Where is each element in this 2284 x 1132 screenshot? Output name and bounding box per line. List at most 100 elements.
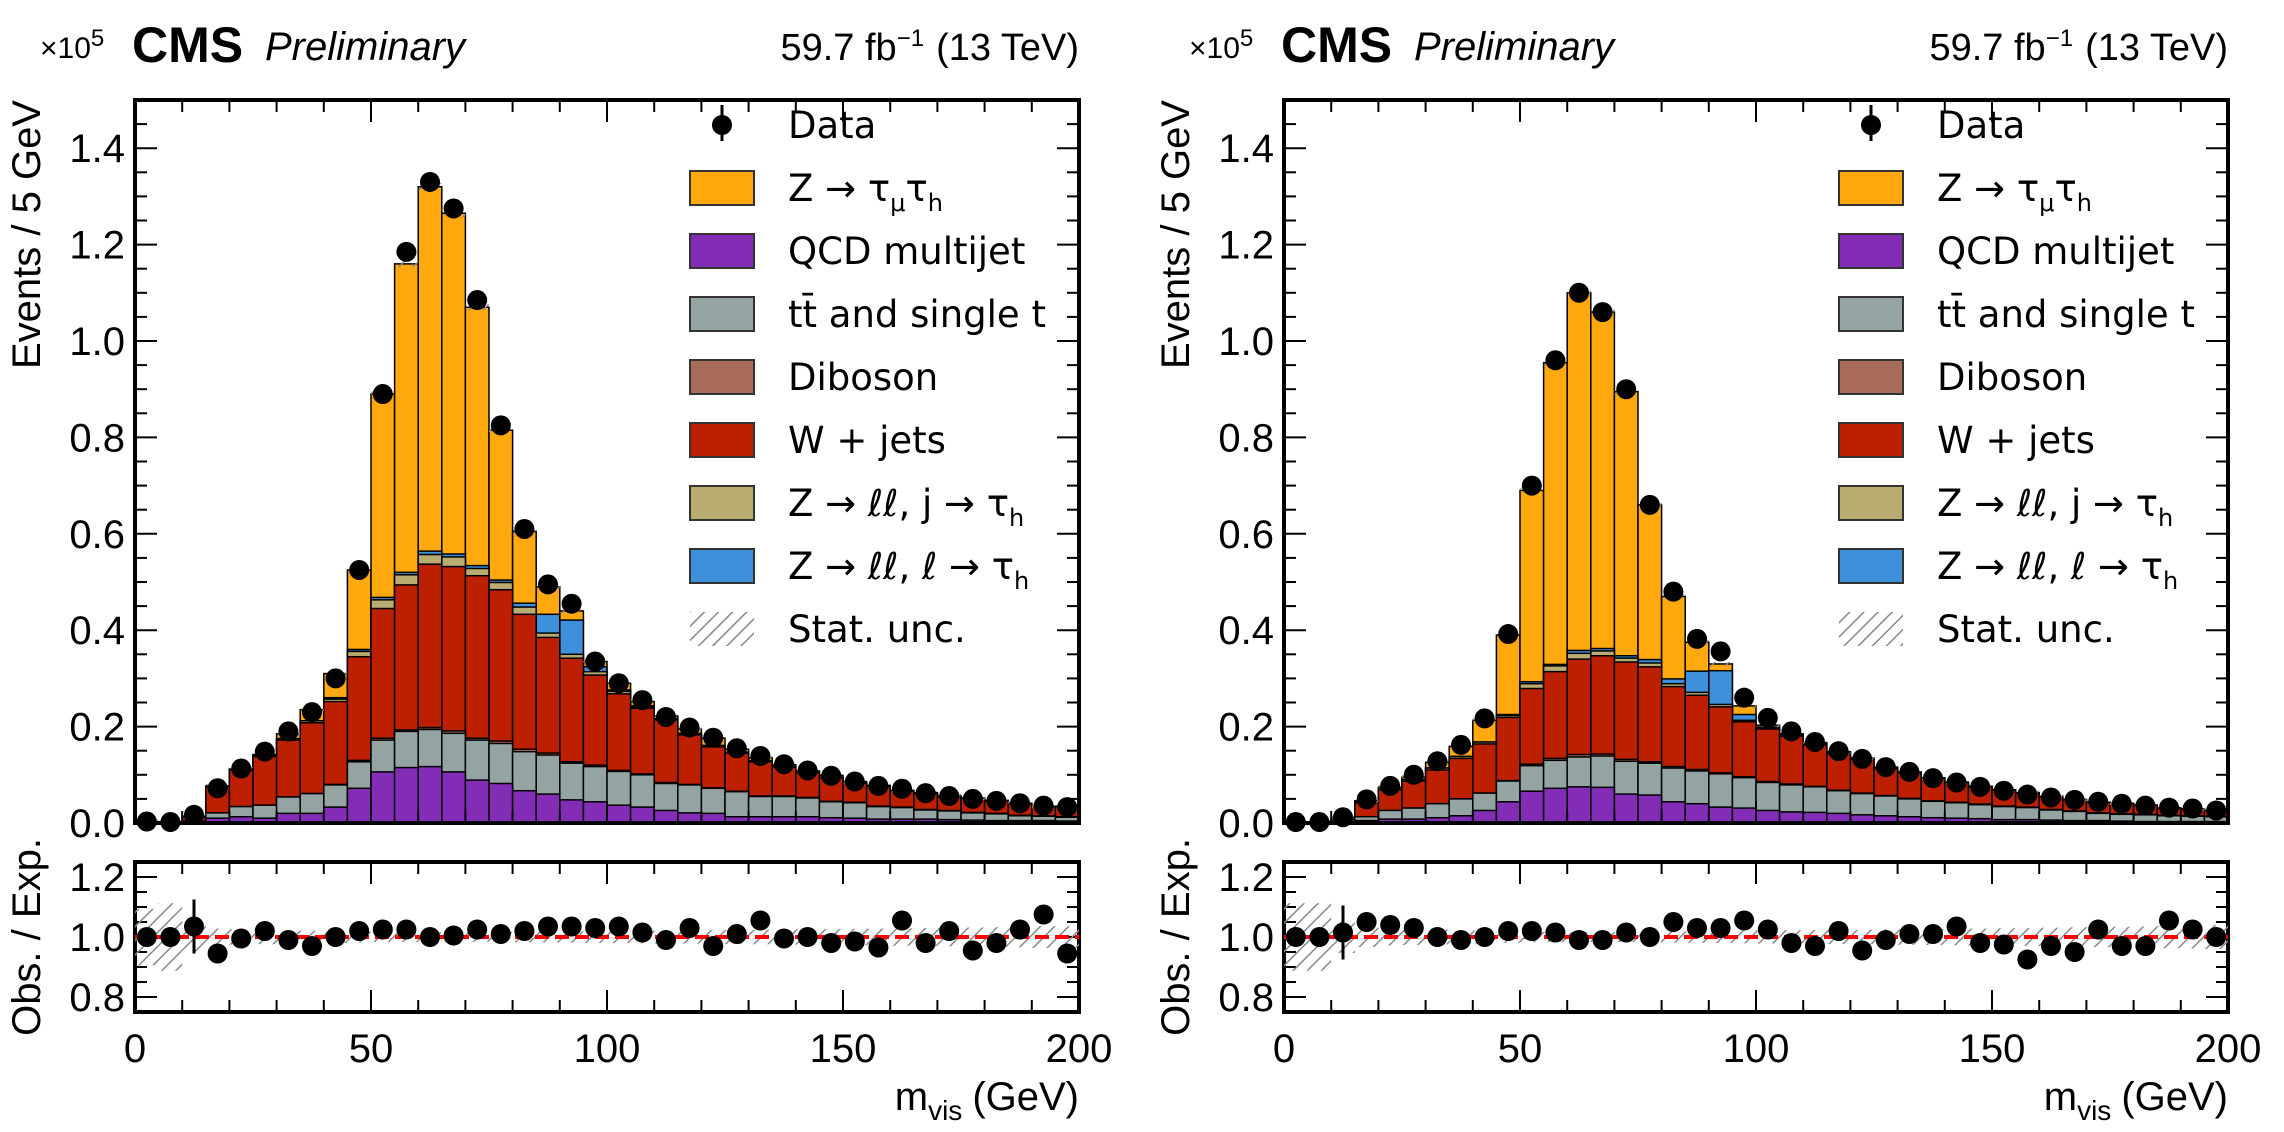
legend-label-zll_ltau: Z → ℓℓ, ℓ → τh	[788, 545, 1029, 595]
data-points	[1285, 282, 2227, 833]
legend-item-wjets: W + jets	[1838, 419, 2095, 462]
legend-sub: h	[1014, 567, 1029, 595]
bar-qcd	[559, 799, 585, 824]
legend-item-data: Data	[712, 104, 876, 147]
data-point	[1805, 732, 1825, 753]
ratio-y-axis-title: Obs. / Exp.	[1154, 838, 1198, 1036]
legend-label-ttbar: tt̄ and single t	[1937, 292, 2195, 336]
data-point	[1521, 475, 1542, 496]
ratio-point	[207, 943, 228, 964]
preliminary-label: Preliminary	[265, 25, 468, 69]
ratio-point	[184, 916, 204, 937]
y-tick-label: 0.6	[1218, 513, 1274, 557]
legend-item-diboson: Diboson	[689, 356, 938, 399]
energy-value: (13 TeV)	[2085, 27, 2228, 69]
data-point	[2064, 789, 2085, 810]
ratio-point	[750, 910, 771, 931]
data-point	[278, 721, 299, 742]
legend-text-main: Z → ℓℓ, ℓ → τ	[1937, 545, 2163, 588]
ratio-point	[608, 916, 629, 937]
data-point	[1781, 721, 1802, 742]
bar-qcd	[511, 789, 537, 824]
ratio-point	[797, 927, 818, 947]
ratio-point	[892, 910, 912, 931]
ratio-point	[1403, 918, 1424, 938]
legend-swatch-zll_jtau	[689, 485, 755, 521]
legend-swatch-diboson	[689, 359, 755, 395]
bar-qcd	[488, 782, 514, 824]
legend-label-diboson: Diboson	[1937, 356, 2087, 399]
ratio-point	[939, 921, 960, 941]
legend-label-wjets: W + jets	[1937, 419, 2095, 462]
data-point	[396, 241, 417, 262]
x-tick-label: 150	[810, 1027, 877, 1071]
ratio-point	[1451, 930, 1471, 950]
cms-label: CMS	[132, 17, 243, 73]
ratio-point	[420, 927, 440, 947]
ratio-point	[1521, 921, 1542, 941]
legend-text-main: Z → τ	[1937, 167, 2039, 210]
legend-text-main: Diboson	[788, 356, 938, 399]
data-point	[1592, 302, 1613, 323]
legend-swatch-zll_ltau	[1838, 548, 1904, 584]
y-tick-label: 0.2	[69, 706, 125, 750]
ratio-point	[1923, 924, 1943, 944]
legend-label-zll_ltau: Z → ℓℓ, ℓ → τh	[1937, 545, 2178, 595]
energy-value: (13 TeV)	[936, 27, 1079, 69]
x-axis-var: m	[2044, 1075, 2077, 1119]
data-point	[2182, 798, 2203, 819]
data-point	[2041, 787, 2061, 808]
ratio-point	[679, 918, 700, 938]
legend-sub: h	[928, 189, 943, 217]
x-tick-label: 0	[1273, 1027, 1295, 1071]
data-point	[1474, 708, 1495, 729]
legend-label-unc: Stat. unc.	[788, 608, 966, 651]
y-tick-label: 0.4	[1218, 609, 1274, 653]
data-point	[915, 783, 936, 804]
data-point	[1639, 494, 1660, 515]
bar-qcd	[441, 771, 467, 824]
data-point	[467, 290, 488, 311]
data-point	[420, 171, 440, 192]
bar-qcd	[464, 779, 490, 824]
data-point	[2206, 800, 2227, 821]
legend-label-zll_jtau: Z → ℓℓ, j → τh	[1937, 482, 2173, 532]
data-point	[868, 775, 889, 796]
x-axis-var-sub: vis	[928, 1095, 962, 1126]
ratio-point	[915, 933, 936, 953]
data-point	[726, 738, 747, 759]
data-point	[1498, 624, 1519, 645]
bar-qcd	[582, 801, 608, 824]
y-tick-label: 0.8	[69, 416, 125, 460]
data-point	[679, 717, 700, 738]
bar-qcd	[1684, 802, 1710, 824]
legend-label-qcd: QCD multijet	[788, 230, 1025, 273]
x-tick-label: 100	[1723, 1027, 1790, 1071]
legend-label-ztautau: Z → τμτh	[1937, 167, 2092, 217]
x-tick-label: 150	[1959, 1027, 2026, 1071]
ratio-point	[1380, 915, 1401, 935]
legend-swatch-zll_jtau	[1838, 485, 1904, 521]
ratio-point	[325, 927, 346, 947]
data-point	[372, 384, 393, 405]
legend-label-diboson: Diboson	[788, 356, 938, 399]
ratio-point	[1710, 918, 1731, 938]
y-tick-label: 1.4	[69, 127, 125, 171]
x-tick-label: 50	[349, 1027, 394, 1071]
ratio-unc-bin	[1850, 929, 1874, 945]
data-point	[1663, 581, 1684, 602]
legend-item-data: Data	[1861, 104, 2025, 147]
data-point	[1356, 789, 1377, 810]
data-point	[821, 765, 842, 786]
data-point	[514, 518, 535, 539]
legend-sub: μ	[890, 189, 905, 217]
data-point	[302, 702, 322, 723]
data-point	[844, 771, 865, 792]
data-point	[1734, 687, 1755, 708]
ratio-point	[1033, 904, 1054, 925]
legend-text-main: Diboson	[1937, 356, 2087, 399]
ratio-point	[656, 930, 676, 950]
ratio-point	[2088, 919, 2109, 940]
